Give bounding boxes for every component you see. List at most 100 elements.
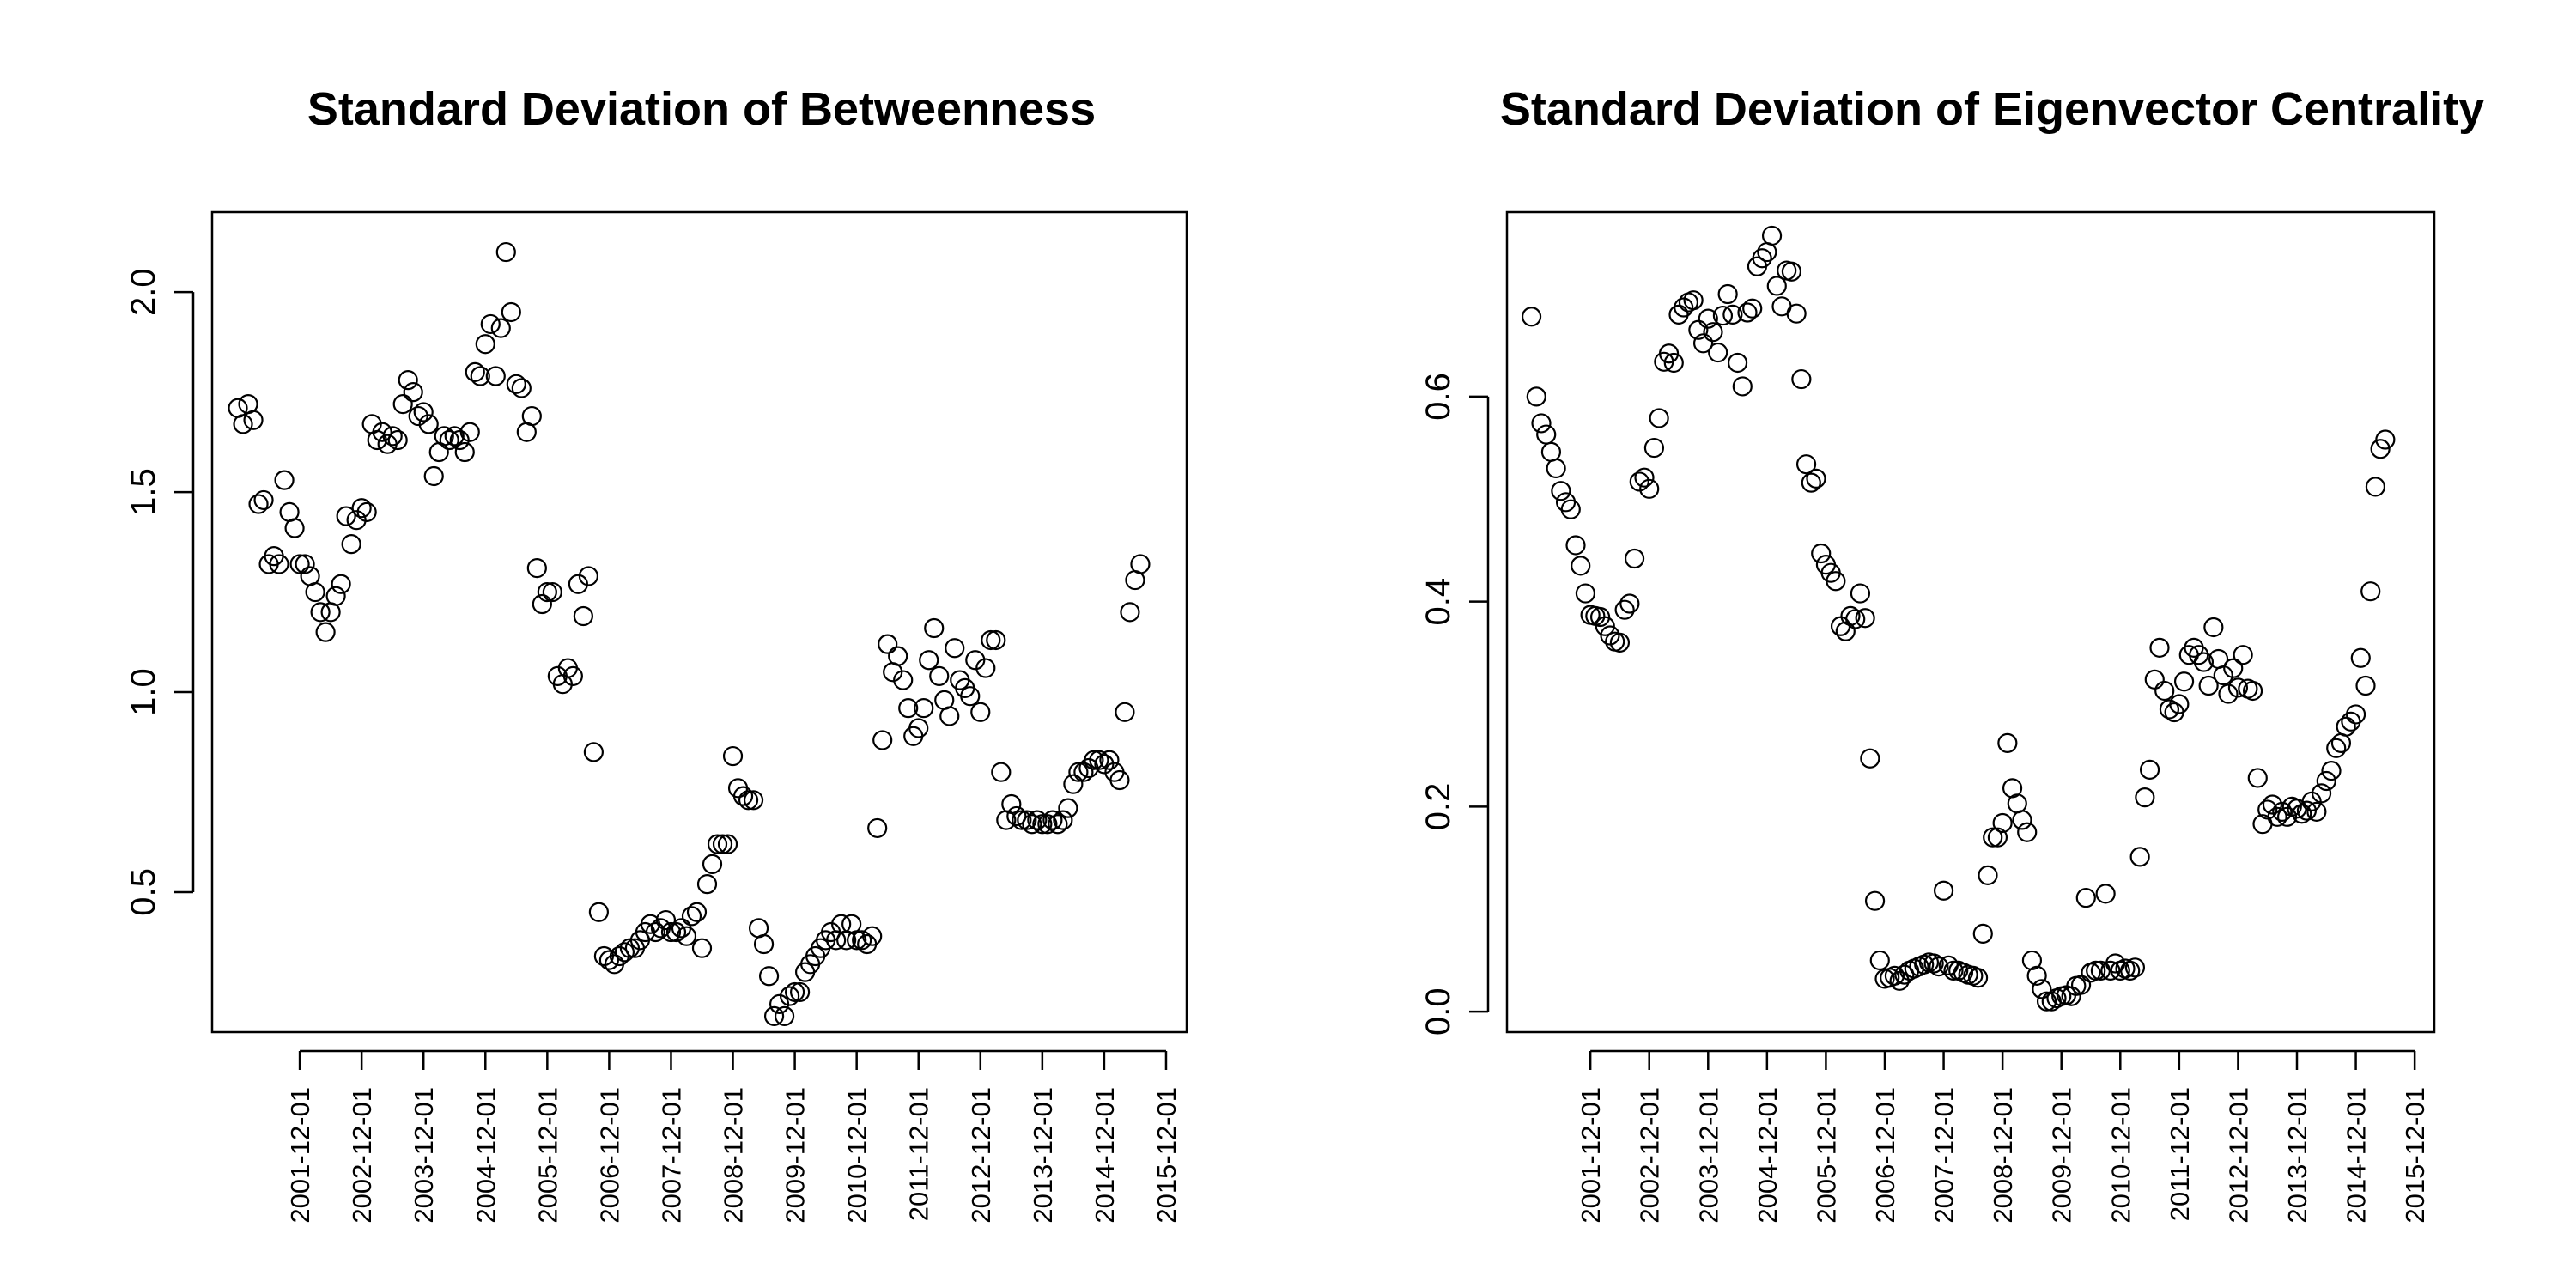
- betweenness-data-point: [1089, 750, 1109, 770]
- eigenvector-data-point: [1806, 468, 1826, 489]
- eigenvector-data-point: [1614, 599, 1635, 620]
- eigenvector-data-point: [2213, 665, 2233, 686]
- betweenness-data-point: [459, 422, 480, 442]
- eigenvector-data-point: [2061, 986, 2081, 1006]
- eigenvector-data-point: [2345, 704, 2366, 725]
- betweenness-data-point: [485, 366, 506, 386]
- betweenness-data-point: [975, 658, 996, 678]
- eigenvector-data-point: [1658, 343, 1680, 364]
- eigenvector-data-point: [1860, 748, 1880, 769]
- betweenness-data-point: [331, 574, 351, 594]
- eigenvector-data-point: [1923, 953, 1944, 974]
- eigenvector-x-tick-label: 2012-12-01: [2223, 1087, 2253, 1224]
- betweenness-data-point: [532, 593, 552, 615]
- eigenvector-data-point: [1708, 342, 1728, 363]
- eigenvector-data-point: [1992, 812, 2013, 834]
- betweenness-data-point: [351, 498, 372, 519]
- eigenvector-data-point: [2002, 778, 2023, 799]
- betweenness-data-point: [790, 981, 811, 1003]
- betweenness-data-point: [465, 361, 485, 382]
- betweenness-data-point: [691, 938, 713, 958]
- eigenvector-data-point: [2257, 799, 2278, 820]
- betweenness-data-point: [243, 410, 264, 430]
- eigenvector-x-tick-label: 2011-12-01: [2165, 1087, 2195, 1221]
- betweenness-data-point: [645, 921, 666, 943]
- eigenvector-data-point: [1639, 478, 1660, 499]
- eigenvector-data-point: [1845, 609, 1866, 629]
- betweenness-data-point: [702, 854, 723, 874]
- eigenvector-data-point: [2375, 429, 2396, 450]
- eigenvector-x-tick-label: 2010-12-01: [2105, 1087, 2136, 1224]
- eigenvector-panel: Standard Deviation of Eigenvector Centra…: [1419, 83, 2484, 1224]
- betweenness-data-point: [1073, 762, 1094, 782]
- eigenvector-data-point: [1786, 303, 1807, 324]
- betweenness-data-point: [341, 534, 361, 555]
- eigenvector-data-point: [1722, 304, 1743, 325]
- eigenvector-data-point: [1692, 333, 1714, 354]
- eigenvector-data-point: [2272, 801, 2293, 822]
- betweenness-data-point: [1017, 810, 1037, 830]
- eigenvector-data-point: [1521, 307, 1542, 327]
- eigenvector-data-point: [2223, 658, 2244, 678]
- betweenness-data-point: [1130, 554, 1151, 574]
- eigenvector-data-point: [1869, 950, 1890, 971]
- eigenvector-y-tick-label: 0.2: [1419, 783, 1457, 831]
- eigenvector-data-point: [1781, 261, 1802, 282]
- betweenness-data-point: [908, 718, 929, 738]
- betweenness-data-point: [867, 817, 888, 839]
- eigenvector-data-point: [1967, 968, 1989, 988]
- betweenness-data-point: [511, 378, 532, 398]
- eigenvector-data-point: [1997, 732, 2018, 753]
- eigenvector-data-point: [1983, 827, 2003, 848]
- eigenvector-data-point: [2075, 888, 2096, 908]
- betweenness-data-point: [470, 366, 490, 386]
- betweenness-data-point: [929, 665, 950, 686]
- betweenness-data-point: [562, 665, 583, 686]
- eigenvector-data-point: [1629, 471, 1649, 492]
- eigenvector-data-point: [2360, 581, 2381, 602]
- betweenness-x-tick-label: 2014-12-01: [1090, 1087, 1120, 1224]
- eigenvector-data-point: [2306, 801, 2327, 822]
- betweenness-data-point: [738, 790, 759, 811]
- betweenness-data-point: [233, 414, 253, 434]
- betweenness-data-point: [898, 698, 919, 719]
- eigenvector-data-point: [2036, 991, 2057, 1012]
- betweenness-data-point: [526, 558, 547, 579]
- eigenvector-data-point: [1972, 923, 1993, 945]
- eigenvector-data-point: [1600, 625, 1620, 646]
- betweenness-data-point: [1006, 805, 1027, 827]
- betweenness-data-point: [315, 622, 336, 642]
- betweenness-data-point: [717, 834, 738, 854]
- betweenness-data-point: [743, 790, 764, 811]
- eigenvector-data-point: [2316, 770, 2336, 792]
- betweenness-plot-frame: [210, 210, 1188, 1034]
- eigenvector-data-point: [2149, 637, 2170, 658]
- betweenness-data-point: [480, 313, 501, 335]
- betweenness-data-point: [1068, 762, 1089, 782]
- eigenvector-data-point: [1643, 437, 1665, 459]
- eigenvector-data-point: [1933, 880, 1954, 901]
- eigenvector-data-point: [1978, 865, 1998, 885]
- betweenness-data-point: [779, 986, 800, 1006]
- betweenness-x-tick-label: 2003-12-01: [409, 1087, 439, 1224]
- betweenness-data-point: [475, 334, 495, 355]
- eigenvector-data-point: [1565, 535, 1586, 556]
- eigenvector-data-point: [2026, 965, 2047, 986]
- eigenvector-data-point: [2262, 794, 2283, 815]
- eigenvector-data-point: [1840, 605, 1861, 626]
- betweenness-data-point: [1012, 810, 1032, 830]
- betweenness-data-point: [945, 638, 965, 659]
- eigenvector-data-point: [1688, 319, 1709, 340]
- eigenvector-data-point: [2365, 477, 2386, 497]
- betweenness-data-point: [372, 422, 392, 442]
- betweenness-data-point: [655, 909, 677, 931]
- eigenvector-x-tick-label: 2005-12-01: [1811, 1087, 1841, 1224]
- eigenvector-data-point: [2124, 957, 2146, 978]
- betweenness-data-point: [253, 489, 274, 511]
- eigenvector-data-point: [2326, 738, 2347, 758]
- eigenvector-data-point: [2370, 439, 2391, 459]
- betweenness-data-point: [289, 554, 310, 574]
- betweenness-data-point: [310, 602, 331, 623]
- eigenvector-data-point: [2012, 810, 2032, 830]
- eigenvector-data-point: [1791, 368, 1812, 390]
